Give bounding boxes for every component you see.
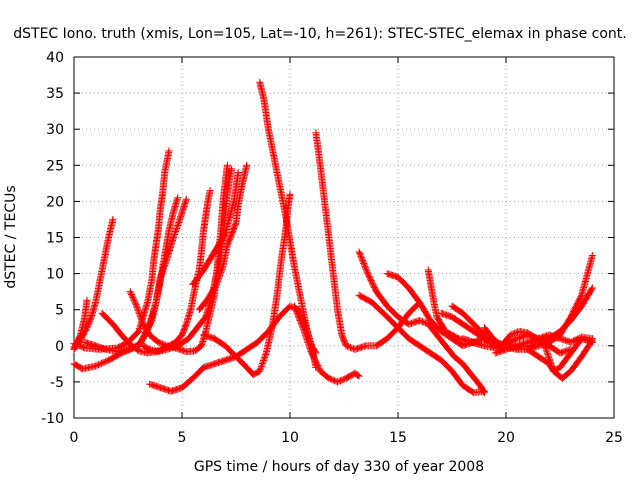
y-tick-label: -10 (41, 411, 64, 427)
y-tick-label: 5 (55, 303, 64, 319)
series-17-markers (355, 291, 488, 397)
series-13 (256, 78, 320, 357)
series-24 (491, 331, 596, 357)
series-2-markers (70, 215, 117, 353)
y-axis-label: dSTEC / TECUs (3, 185, 19, 288)
series-17 (355, 291, 488, 397)
x-tick-label: 5 (178, 430, 187, 446)
series-23 (480, 324, 596, 382)
grid (74, 57, 614, 418)
y-tick-label: 30 (46, 122, 64, 138)
series-16-markers (355, 248, 488, 397)
series-9 (195, 161, 251, 314)
y-tick-label: 15 (46, 231, 64, 247)
x-tick-label: 10 (281, 430, 299, 446)
series-24-markers (491, 331, 596, 357)
y-tick-label: 25 (46, 158, 64, 174)
axis-ticks: 0 5 10 15 20 25 -10 -5 0 5 10 15 20 25 30 35 40 (41, 50, 623, 446)
series-13-markers (256, 78, 320, 357)
series-5 (81, 194, 182, 356)
y-tick-label: 10 (46, 267, 64, 283)
chart-title: dSTEC Iono. truth (xmis, Lon=105, Lat=-1… (13, 26, 626, 42)
y-tick-label: 20 (46, 194, 64, 210)
series-7 (126, 161, 231, 356)
y-tick-label: 35 (46, 86, 64, 102)
y-tick-label: 40 (46, 50, 64, 66)
y-tick-label: 0 (55, 339, 64, 355)
series-23-markers (480, 324, 596, 382)
data-series (70, 78, 596, 397)
series-5-markers (81, 194, 182, 356)
x-tick-label: 20 (497, 430, 515, 446)
series-10 (189, 169, 242, 288)
series-2 (70, 215, 117, 353)
series-10-markers (189, 169, 242, 288)
x-tick-label: 15 (389, 430, 407, 446)
x-tick-label: 25 (605, 430, 623, 446)
x-tick-label: 0 (70, 430, 79, 446)
y-tick-label: -5 (50, 375, 64, 391)
x-axis-label: GPS time / hours of day 330 of year 2008 (194, 459, 484, 475)
series-15 (290, 302, 363, 386)
series-7-markers (126, 161, 231, 356)
series-16 (355, 248, 488, 397)
series-15-markers (290, 302, 363, 386)
series-9-markers (195, 161, 251, 314)
